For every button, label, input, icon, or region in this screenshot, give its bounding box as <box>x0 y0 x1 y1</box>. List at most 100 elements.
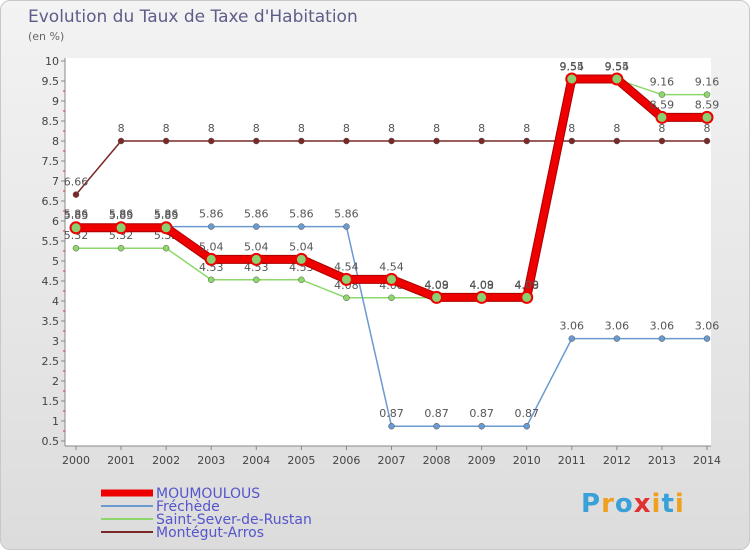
data-point <box>658 91 666 98</box>
x-tick-label: 2009 <box>468 454 496 467</box>
data-label: 4.53 <box>199 261 224 274</box>
data-point <box>72 191 80 198</box>
data-point <box>339 272 353 286</box>
data-point <box>343 294 350 302</box>
data-label: 4.09 <box>424 278 449 291</box>
data-label: 6.66 <box>64 176 89 189</box>
data-point <box>162 244 170 252</box>
logo-letter: i <box>651 489 662 519</box>
data-point <box>568 137 576 145</box>
y-tick-label: 1 <box>52 415 59 428</box>
y-tick-label: 4.5 <box>42 275 60 288</box>
data-label: 9.16 <box>650 76 675 89</box>
data-point <box>523 422 530 430</box>
data-point <box>253 276 260 284</box>
data-label: 4.09 <box>514 278 539 291</box>
data-label: 5.86 <box>334 208 359 221</box>
legend-item: Montégut-Arros <box>101 525 264 541</box>
data-label: 8 <box>343 122 350 135</box>
logo-letter: x <box>633 489 652 519</box>
x-tick-label: 2004 <box>242 454 270 467</box>
data-point <box>475 290 489 304</box>
data-point <box>433 422 440 430</box>
plot-area <box>65 58 711 446</box>
data-label: 4.53 <box>244 261 269 274</box>
data-label: 8.59 <box>695 98 720 111</box>
data-label: 0.87 <box>514 407 539 420</box>
y-tick-label: 10 <box>45 55 59 68</box>
data-point <box>69 221 83 235</box>
data-point <box>655 110 669 124</box>
data-point <box>385 272 398 286</box>
series-moumoulous: 5.83 5.83 5.83 5.04 5.04 5.04 4.54 4.54 4.09 4.09… <box>64 60 720 304</box>
data-point <box>523 137 530 145</box>
data-point <box>703 335 711 342</box>
y-tick-label: 2 <box>52 375 59 388</box>
data-point <box>388 422 395 430</box>
series-mont-gut-arros: 6.66 8 8 8 8 8 8 8 8 8 8 8 8 8 8 <box>64 122 711 198</box>
y-tick-label: 7.5 <box>42 155 60 168</box>
data-label: 5.83 <box>109 209 134 222</box>
chart-title: Evolution du Taux de Taxe d'Habitation <box>28 7 358 27</box>
legend-label: Fréchède <box>156 499 220 515</box>
x-tick-label: 2002 <box>152 454 180 467</box>
data-label: 0.87 <box>379 407 404 420</box>
logo-letter: i <box>674 489 685 519</box>
logo-letter: r <box>601 489 615 519</box>
logo-letter: t <box>661 489 675 519</box>
x-tick-label: 2010 <box>513 454 541 467</box>
data-point <box>433 137 440 145</box>
data-point <box>658 137 666 145</box>
x-tick-label: 2008 <box>423 454 451 467</box>
data-label: 8 <box>208 122 215 135</box>
x-tick-label: 2013 <box>648 454 676 467</box>
y-tick-label: 6.5 <box>42 195 60 208</box>
legend-item: Saint-Sever-de-Rustan <box>101 512 312 528</box>
data-label: 8 <box>658 122 665 135</box>
data-label: 5.04 <box>199 240 224 253</box>
data-point <box>430 290 444 304</box>
data-point <box>343 137 350 145</box>
x-tick-label: 2012 <box>603 454 631 467</box>
data-label: 8.59 <box>650 98 675 111</box>
data-label: 5.86 <box>244 208 269 221</box>
data-point <box>249 252 263 266</box>
x-tick-label: 2007 <box>378 454 406 467</box>
y-tick-label: 9 <box>52 95 59 108</box>
data-label: 5.86 <box>289 208 314 221</box>
data-point <box>114 221 128 235</box>
data-label: 8 <box>704 122 711 135</box>
data-label: 3.06 <box>605 320 630 333</box>
data-label: 5.32 <box>64 229 89 242</box>
y-tick-label: 0.5 <box>42 435 60 448</box>
data-label: 4.08 <box>469 279 494 292</box>
y-tick-label: 8 <box>52 135 59 148</box>
y-tick-label: 5.5 <box>42 235 60 248</box>
chart-subtitle: (en %) <box>28 30 65 43</box>
data-point <box>610 72 624 86</box>
logo-letter: o <box>614 489 634 519</box>
legend-label: MOUMOULOUS <box>156 486 260 502</box>
data-label: 9.54 <box>605 60 630 73</box>
data-label: 0.87 <box>424 407 449 420</box>
data-label: 9.54 <box>560 60 585 73</box>
y-tick-label: 5 <box>52 255 59 268</box>
y-tick-label: 4 <box>52 295 59 308</box>
data-point <box>658 335 666 342</box>
data-point <box>388 137 395 145</box>
data-point <box>343 223 350 230</box>
data-label: 8 <box>568 122 575 135</box>
x-tick-label: 2003 <box>197 454 225 467</box>
data-label: 8 <box>433 122 440 135</box>
data-label: 5.86 <box>109 208 134 221</box>
data-point <box>298 223 305 230</box>
data-point <box>613 335 621 342</box>
logo-letter: P <box>581 489 602 519</box>
y-tick-label: 3.5 <box>42 315 60 328</box>
data-point <box>700 110 714 124</box>
data-point <box>207 276 215 284</box>
data-point <box>568 335 576 342</box>
data-label: 0.87 <box>469 407 494 420</box>
data-point <box>478 137 485 145</box>
